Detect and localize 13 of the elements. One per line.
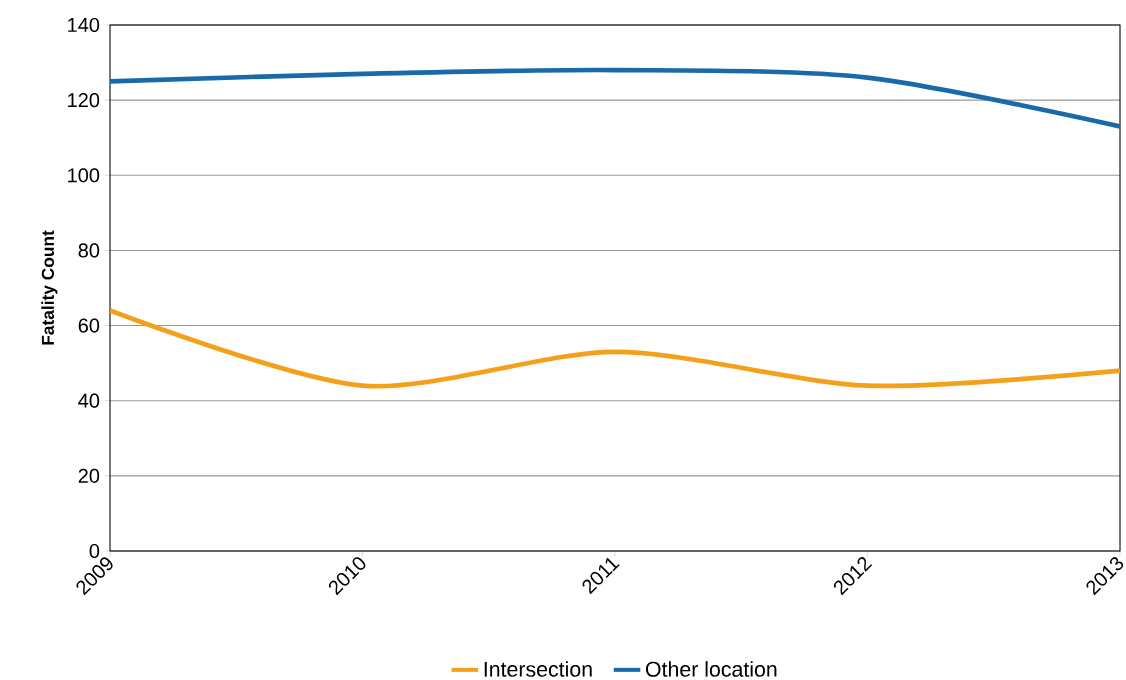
y-tick-label: 0 xyxy=(89,543,100,559)
y-tick-label: 20 xyxy=(78,468,100,483)
line-series xyxy=(110,67,1120,129)
y-tick-label: 80 xyxy=(78,243,100,258)
legend-label: Other location xyxy=(645,661,777,677)
y-tick-label: 120 xyxy=(68,93,100,108)
y-tick-label: 60 xyxy=(78,318,100,333)
y-tick-label: 140 xyxy=(68,17,100,33)
line-series xyxy=(110,308,1120,389)
y-axis-title: Fatality Count xyxy=(41,230,58,345)
y-tick-label: 40 xyxy=(78,393,100,408)
legend-label: Intersection xyxy=(484,661,592,677)
y-tick-label: 100 xyxy=(68,168,100,183)
